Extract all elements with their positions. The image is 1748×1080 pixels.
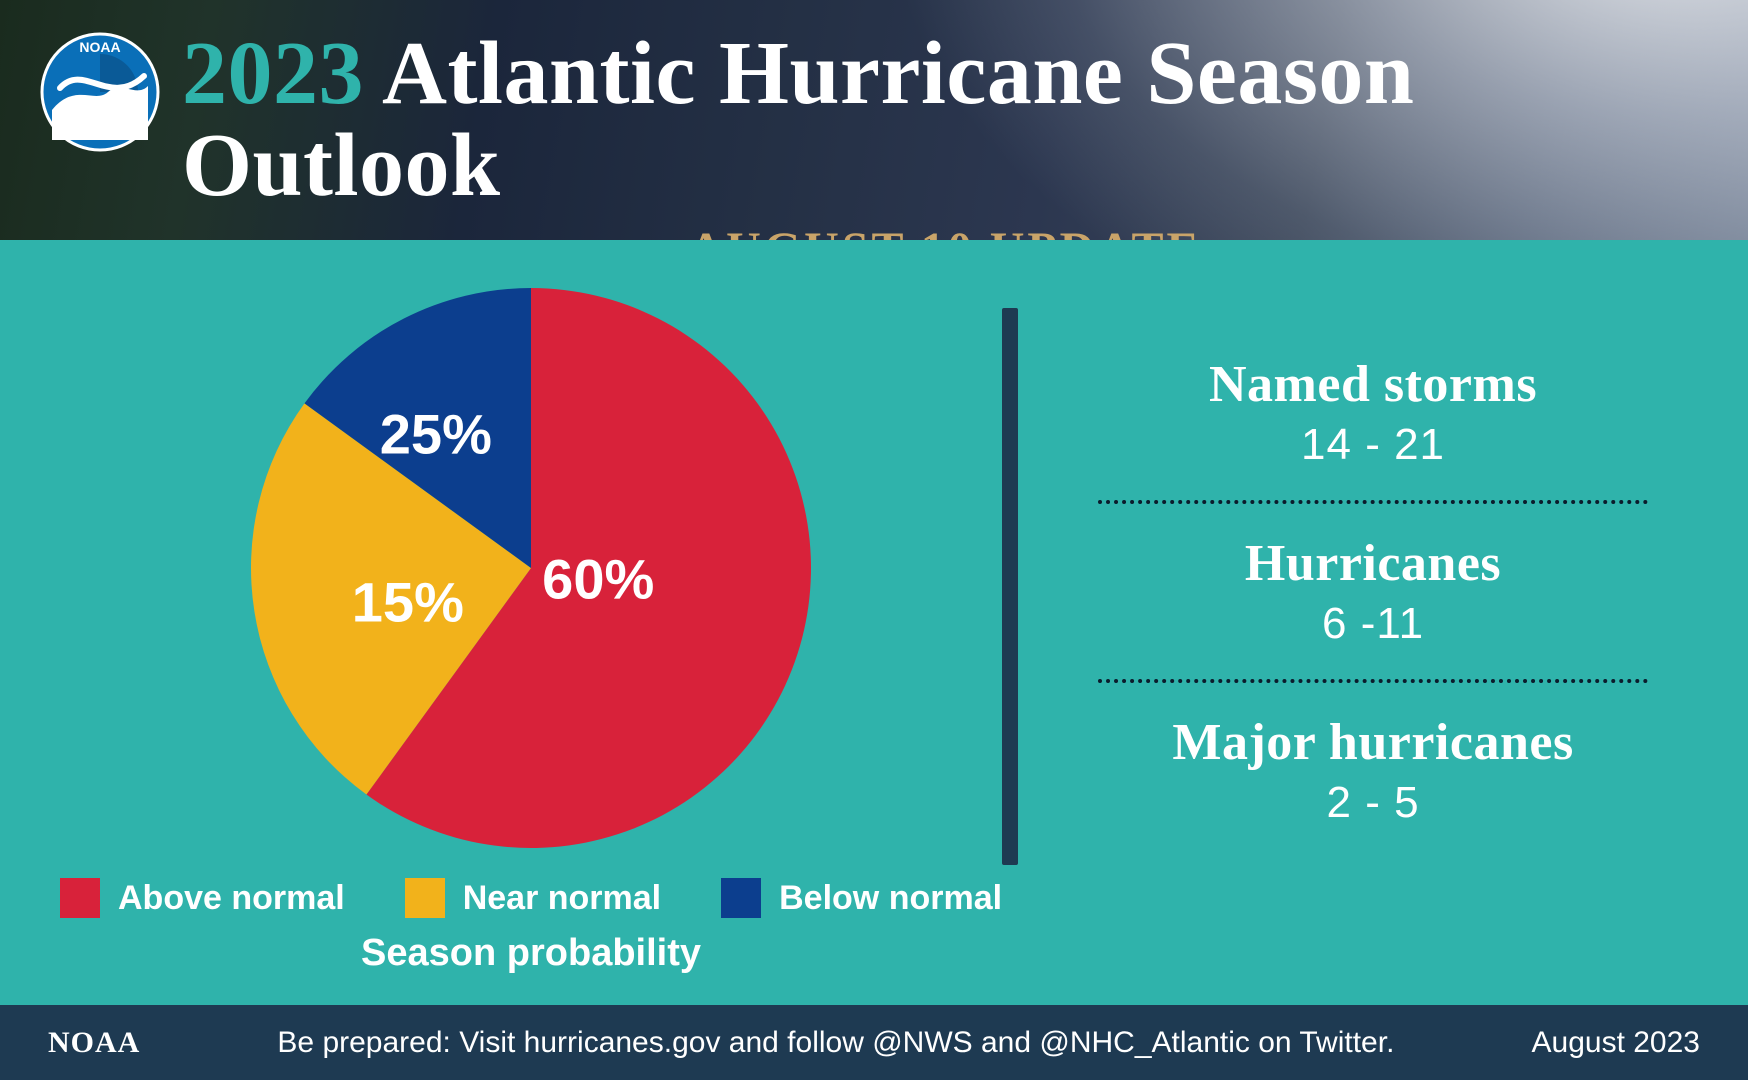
pie-panel: 60% 25% 15% Above normal Near normal Below n… xyxy=(60,288,1002,975)
page-root: NOAA 2023 Atlantic Hurricane Season Outl… xyxy=(0,0,1748,1080)
legend-swatch-below xyxy=(721,878,761,918)
stat-value: 6 -11 xyxy=(1098,599,1648,649)
footer-bar: NOAA Be prepared: Visit hurricanes.gov a… xyxy=(0,1005,1748,1080)
stats-panel: Named storms 14 - 21 Hurricanes 6 -11 Major … xyxy=(1058,288,1688,975)
footer-brand: NOAA xyxy=(48,1026,140,1060)
legend-label-below: Below normal xyxy=(779,879,1002,918)
legend-caption: Season probability xyxy=(361,932,701,975)
stat-title: Hurricanes xyxy=(1098,534,1648,593)
season-probability-pie: 60% 25% 15% xyxy=(251,288,811,848)
header-banner: NOAA 2023 Atlantic Hurricane Season Outl… xyxy=(0,0,1748,240)
stat-title: Named storms xyxy=(1098,355,1648,414)
legend-swatch-near xyxy=(405,878,445,918)
legend-label-near: Near normal xyxy=(463,879,661,918)
title-year: 2023 xyxy=(182,24,364,123)
legend-item-below: Below normal xyxy=(721,878,1002,918)
legend-item-above: Above normal xyxy=(60,878,345,918)
main-title: 2023 Atlantic Hurricane Season Outlook xyxy=(182,28,1708,212)
pie-legend: Above normal Near normal Below normal xyxy=(60,878,1002,918)
footer-date: August 2023 xyxy=(1532,1026,1700,1060)
stat-block: Hurricanes 6 -11 xyxy=(1098,516,1648,667)
pie-label-below: 15% xyxy=(352,569,464,634)
title-rest: Atlantic Hurricane Season Outlook xyxy=(182,24,1414,215)
stat-separator xyxy=(1098,679,1648,683)
stat-value: 2 - 5 xyxy=(1098,778,1648,828)
noaa-logo-icon: NOAA xyxy=(40,32,160,152)
legend-item-near: Near normal xyxy=(405,878,661,918)
main-panel: 60% 25% 15% Above normal Near normal Below n… xyxy=(0,240,1748,1005)
stat-value: 14 - 21 xyxy=(1098,420,1648,470)
pie-label-above: 60% xyxy=(542,547,654,612)
stat-block: Named storms 14 - 21 xyxy=(1098,337,1648,488)
footer-message: Be prepared: Visit hurricanes.gov and fo… xyxy=(140,1026,1531,1060)
legend-swatch-above xyxy=(60,878,100,918)
legend-label-above: Above normal xyxy=(118,879,345,918)
vertical-divider xyxy=(1002,308,1018,865)
noaa-logo-text: NOAA xyxy=(79,39,120,55)
pie-label-near: 25% xyxy=(380,401,492,466)
stat-block: Major hurricanes 2 - 5 xyxy=(1098,695,1648,846)
stat-title: Major hurricanes xyxy=(1098,713,1648,772)
stat-separator xyxy=(1098,500,1648,504)
